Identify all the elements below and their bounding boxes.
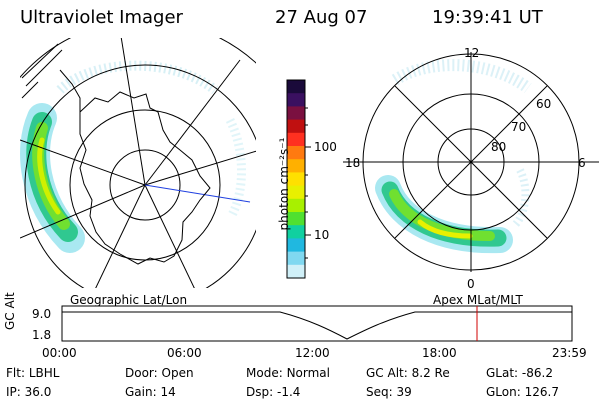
colorbar-band	[287, 238, 305, 253]
continent-outline	[79, 91, 211, 265]
colorbar-band	[287, 264, 305, 279]
aurora-arc-left	[20, 103, 85, 253]
info-seq: Seq: 39	[366, 385, 412, 399]
colorbar-label-100: 100	[314, 140, 337, 154]
timeline-axis-label: GC Alt	[3, 292, 17, 330]
noon-meridian	[144, 184, 251, 203]
colorbar-band	[287, 225, 305, 239]
info-glon: GLon: 126.7	[486, 385, 559, 399]
colorbar-band	[287, 119, 305, 134]
mlt-label-6: 6	[578, 156, 586, 170]
timeline-x-tick-2: 12:00	[295, 346, 330, 360]
colorbar-band	[287, 80, 305, 94]
aurora-arc-right	[375, 175, 513, 254]
mlat-label-60: 60	[536, 97, 552, 111]
timeline-x-tick-0: 00:00	[42, 346, 77, 360]
altitude-timeline	[61, 305, 573, 342]
mlt-spokes	[343, 52, 599, 272]
colorbar-band	[287, 159, 305, 173]
right-panel-caption: Apex MLat/MLT	[433, 293, 523, 307]
peninsula-outline	[59, 69, 81, 112]
colorbar-band	[287, 146, 305, 160]
timeline-x-tick-1: 06:00	[167, 346, 202, 360]
colorbar-band	[287, 212, 305, 226]
info-dsp: Dsp: -1.4	[246, 385, 301, 399]
geographic-map	[20, 38, 256, 288]
instrument-title: Ultraviolet Imager	[20, 7, 183, 28]
lat-circle-inner	[109, 149, 181, 221]
colorbar-band	[287, 172, 305, 187]
info-glat: GLat: -86.2	[486, 366, 553, 380]
mlat-label-80: 80	[491, 140, 507, 154]
colorbar-band	[287, 106, 305, 121]
info-gain: Gain: 14	[125, 385, 176, 399]
mlt-label-0: 0	[467, 277, 475, 291]
info-mode: Mode: Normal	[246, 366, 330, 380]
time-label: 19:39:41 UT	[432, 7, 543, 28]
colorbar-unit-label: photon cm⁻²s⁻¹	[277, 137, 291, 231]
aurora-faint-oval	[56, 60, 246, 218]
timeline-y-tick-high: 9.0	[32, 307, 52, 321]
colorbar-frame	[286, 79, 311, 279]
mlt-label-12: 12	[464, 46, 480, 60]
left-panel-caption: Geographic Lat/Lon	[70, 293, 188, 307]
edge-marks	[21, 43, 63, 99]
mlt-label-18: 18	[345, 156, 361, 170]
colorbar	[287, 80, 305, 279]
lat-circle-outer	[24, 64, 256, 288]
colorbar-band	[287, 251, 305, 266]
colorbar-label-10: 10	[314, 228, 330, 242]
info-gc-alt: GC Alt: 8.2 Re	[366, 366, 450, 380]
colorbar-band	[287, 185, 305, 200]
info-flt: Flt: LBHL	[6, 366, 60, 380]
date-label: 27 Aug 07	[275, 7, 368, 28]
timeline-x-tick-4: 23:59	[552, 346, 587, 360]
colorbar-band	[287, 132, 305, 147]
altitude-curve	[62, 311, 572, 340]
mlat-label-70: 70	[511, 120, 527, 134]
magnetic-map	[343, 52, 599, 272]
colorbar-band	[287, 93, 305, 107]
info-door: Door: Open	[125, 366, 194, 380]
timeline-y-tick-low: 1.8	[32, 328, 52, 342]
info-ip: IP: 36.0	[6, 385, 52, 399]
timeline-x-tick-3: 18:00	[422, 346, 457, 360]
aurora-faint-oval-right	[391, 59, 532, 93]
meridians	[20, 38, 256, 288]
colorbar-band	[287, 198, 305, 213]
timeline-frame	[61, 305, 573, 342]
